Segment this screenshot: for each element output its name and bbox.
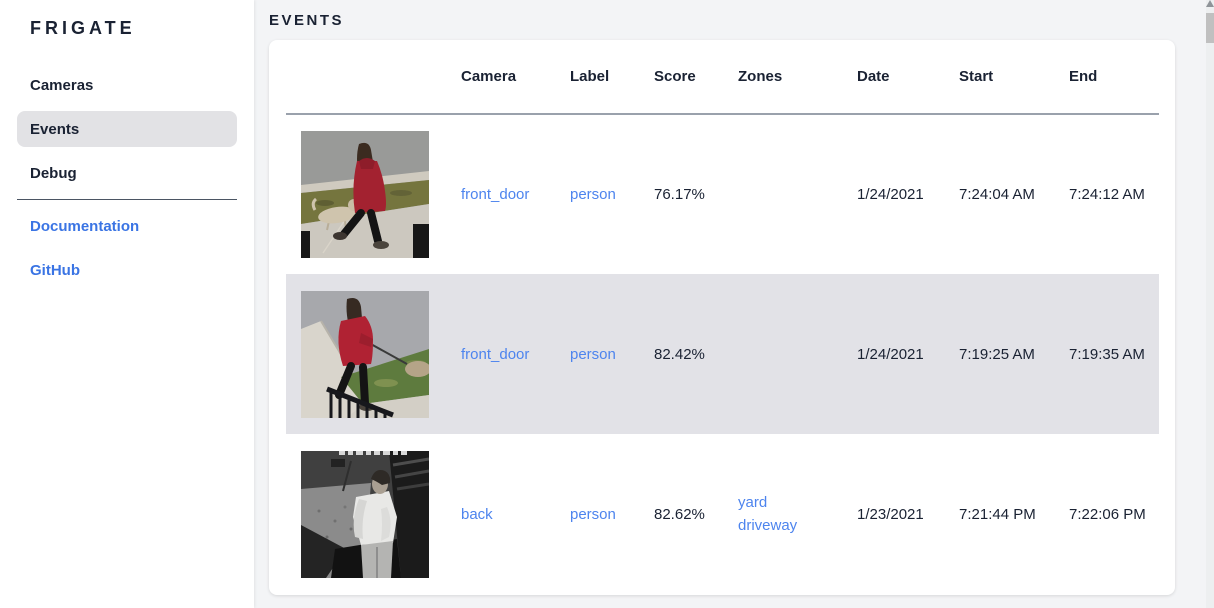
table-header-row: Camera Label Score Zones Date Start End	[286, 40, 1159, 115]
zones-cell: yard driveway	[738, 434, 857, 594]
sidebar-link-documentation[interactable]: Documentation	[17, 208, 237, 244]
zone-link-driveway[interactable]: driveway	[738, 517, 798, 534]
col-camera: Camera	[461, 40, 570, 115]
date-value: 1/24/2021	[857, 345, 924, 363]
sidebar-link-label: GitHub	[30, 261, 80, 279]
col-zones: Zones	[738, 40, 857, 115]
scroll-up-arrow-icon[interactable]	[1206, 0, 1214, 7]
col-start: Start	[959, 40, 1069, 115]
event-thumbnail-red-hoodie-dog[interactable]	[301, 290, 429, 418]
camera-link[interactable]: front_door	[461, 345, 530, 363]
table-row[interactable]: back person 82.62% yard driveway 1/23/20…	[286, 434, 1159, 594]
end-time-value: 7:24:12 AM	[1069, 186, 1145, 203]
table-row[interactable]: front_door person 76.17% 1/24/2021 7:24:…	[286, 114, 1159, 274]
label-link[interactable]: person	[570, 505, 616, 523]
sidebar-nav: Cameras Events Debug	[0, 67, 254, 191]
sidebar-external-links: Documentation GitHub	[0, 208, 254, 288]
sidebar-link-label: Documentation	[30, 217, 140, 235]
score-value: 76.17%	[654, 186, 705, 203]
col-thumbnail	[286, 40, 461, 115]
app-logo: FRIGATE	[30, 18, 136, 38]
start-time-value: 7:19:25 AM	[959, 345, 1035, 363]
zones-cell	[738, 274, 857, 434]
page-title: EVENTS	[269, 12, 345, 29]
sidebar-link-github[interactable]: GitHub	[17, 252, 237, 288]
events-table: Camera Label Score Zones Date Start End	[286, 40, 1159, 594]
date-value: 1/23/2021	[857, 505, 924, 523]
label-link[interactable]: person	[570, 186, 616, 203]
score-value: 82.42%	[654, 345, 705, 363]
camera-link[interactable]: back	[461, 505, 493, 523]
sidebar-item-label: Events	[30, 120, 80, 138]
sidebar-item-debug[interactable]: Debug	[17, 155, 237, 191]
event-thumbnail-red-coat-dog[interactable]	[301, 131, 429, 258]
scrollbar-thumb[interactable]	[1206, 13, 1214, 43]
start-time-value: 7:21:44 PM	[959, 505, 1036, 523]
end-time-value: 7:19:35 AM	[1069, 345, 1145, 363]
date-value: 1/24/2021	[857, 186, 924, 203]
sidebar-item-label: Debug	[30, 164, 77, 182]
main-content: EVENTS Camera Label Score Zones Date Sta…	[254, 0, 1214, 608]
end-time-value: 7:22:06 PM	[1069, 505, 1146, 523]
col-score: Score	[654, 40, 738, 115]
zone-link-yard[interactable]: yard	[738, 494, 768, 511]
sidebar-item-cameras[interactable]: Cameras	[17, 67, 237, 103]
camera-link[interactable]: front_door	[461, 186, 530, 203]
events-card: Camera Label Score Zones Date Start End	[269, 40, 1175, 595]
sidebar-item-label: Cameras	[30, 76, 94, 94]
score-value: 82.62%	[654, 505, 705, 523]
page-scrollbar[interactable]	[1206, 0, 1214, 608]
start-time-value: 7:24:04 AM	[959, 186, 1035, 203]
sidebar: FRIGATE Cameras Events Debug Documentati…	[0, 0, 254, 608]
sidebar-divider	[17, 199, 237, 200]
event-thumbnail-night-infrared[interactable]	[301, 450, 429, 578]
table-row[interactable]: front_door person 82.42% 1/24/2021 7:19:…	[286, 274, 1159, 434]
col-date: Date	[857, 40, 959, 115]
col-end: End	[1069, 40, 1159, 115]
sidebar-item-events[interactable]: Events	[17, 111, 237, 147]
label-link[interactable]: person	[570, 345, 616, 363]
col-label: Label	[570, 40, 654, 115]
zones-cell	[738, 114, 857, 274]
